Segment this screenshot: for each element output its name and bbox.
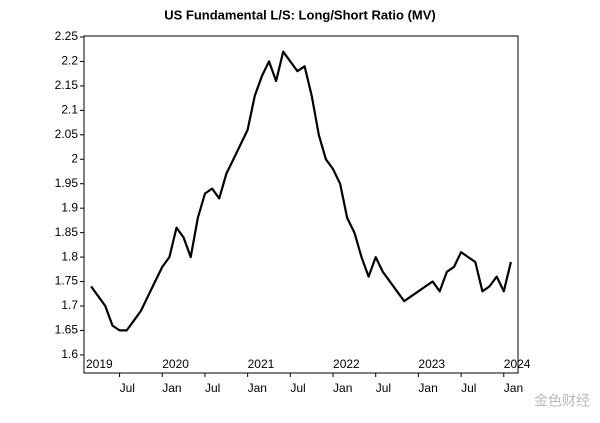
x-tick-label: Jan xyxy=(162,381,181,395)
y-tick-label: 1.75 xyxy=(55,274,79,288)
x-tick-label: Jul xyxy=(205,381,220,395)
y-tick-label: 2.1 xyxy=(61,103,78,117)
y-tick-label: 2.15 xyxy=(55,78,79,92)
chart-title: US Fundamental L/S: Long/Short Ratio (MV… xyxy=(164,7,436,22)
y-tick-label: 2.05 xyxy=(55,127,79,141)
plot-frame xyxy=(83,35,519,374)
y-tick-label: 1.7 xyxy=(61,298,78,312)
x-tick-label: Jan xyxy=(333,381,352,395)
data-line xyxy=(90,50,512,332)
year-label: 2020 xyxy=(162,357,189,371)
y-tick-label: 1.9 xyxy=(61,200,78,214)
y-tick-label: 1.65 xyxy=(55,323,79,337)
y-tick-label: 1.8 xyxy=(61,249,78,263)
x-tick-label: Jan xyxy=(248,381,267,395)
x-tick-label: Jan xyxy=(418,381,437,395)
y-tick-label: 1.95 xyxy=(55,176,79,190)
x-tick-label: Jan xyxy=(504,381,523,395)
y-tick-label: 1.85 xyxy=(55,225,79,239)
x-tick-label: Jul xyxy=(290,381,305,395)
y-tick-label: 2.25 xyxy=(55,29,79,43)
x-tick-label: Jul xyxy=(461,381,476,395)
year-label: 2024 xyxy=(504,357,531,371)
y-tick-label: 2.2 xyxy=(61,54,78,68)
x-tick-label: Jul xyxy=(120,381,135,395)
watermark: 金色财经 xyxy=(534,393,590,409)
y-tick-label: 1.6 xyxy=(61,347,78,361)
y-tick-label: 2 xyxy=(71,151,78,165)
year-label: 2019 xyxy=(86,357,113,371)
year-label: 2022 xyxy=(333,357,360,371)
year-label: 2021 xyxy=(248,357,275,371)
year-label: 2023 xyxy=(418,357,445,371)
x-tick-label: Jul xyxy=(376,381,391,395)
